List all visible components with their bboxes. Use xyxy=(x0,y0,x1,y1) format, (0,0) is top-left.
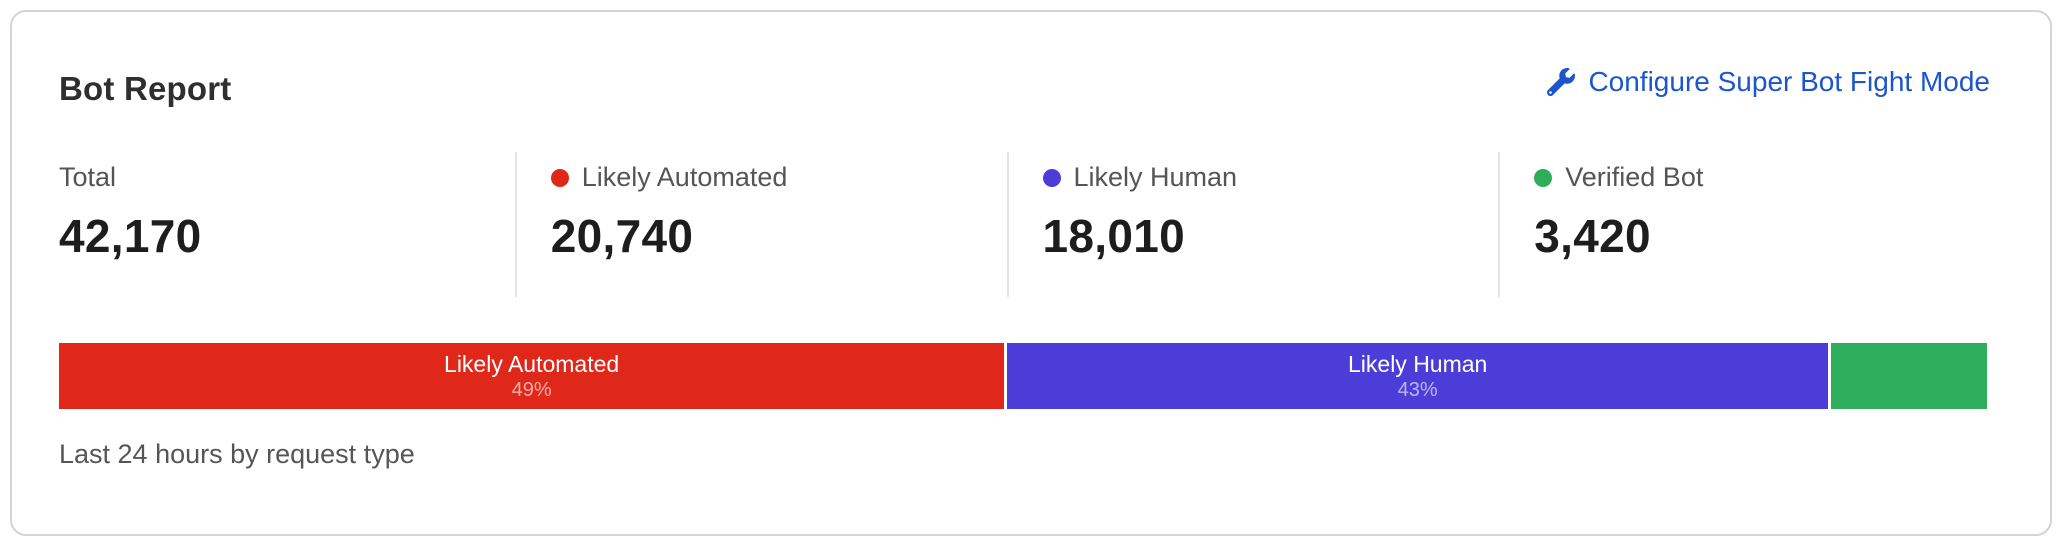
stat-label: Likely Human xyxy=(1073,162,1238,192)
bar-segment-percent: 49% xyxy=(511,379,552,401)
bar-segment-likely-human: Likely Human 43% xyxy=(1007,343,1829,409)
stat-label: Verified Bot xyxy=(1565,162,1704,192)
chart-caption: Last 24 hours by request type xyxy=(59,439,415,469)
page-title: Bot Report xyxy=(59,70,232,107)
stat-total: Total 42,170 xyxy=(59,152,515,297)
stat-likely-automated: Likely Automated 20,740 xyxy=(514,152,1007,297)
stat-likely-human: Likely Human 18,010 xyxy=(1006,152,1499,297)
wrench-icon xyxy=(1547,68,1576,96)
likely-automated-dot-icon xyxy=(550,168,569,187)
bar-segment-label: Likely Human xyxy=(1348,351,1488,377)
bar-segment-likely-automated: Likely Automated 49% xyxy=(59,343,1005,409)
stat-value: 20,740 xyxy=(550,210,694,262)
stat-value: 18,010 xyxy=(1042,210,1185,262)
configure-super-bot-fight-mode-link[interactable]: Configure Super Bot Fight Mode xyxy=(1547,66,1990,98)
stat-label: Likely Automated xyxy=(581,162,788,192)
bot-report-card: Bot Report Configure Super Bot Fight Mod… xyxy=(10,10,2052,536)
card-header: Bot Report Configure Super Bot Fight Mod… xyxy=(59,62,1990,108)
request-type-stacked-bar: Likely Automated 49% Likely Human 43% xyxy=(59,343,1987,409)
bar-segment-percent: 43% xyxy=(1397,379,1438,401)
bar-segment-verified-bot xyxy=(1831,343,1987,409)
stat-verified-bot: Verified Bot 3,420 xyxy=(1498,152,1990,297)
likely-human-dot-icon xyxy=(1042,168,1061,187)
stat-value: 42,170 xyxy=(59,210,202,262)
verified-bot-dot-icon xyxy=(1534,168,1553,187)
bar-segment-label: Likely Automated xyxy=(444,351,620,377)
stats-row: Total 42,170 Likely Automated 20,740 Lik… xyxy=(59,152,1990,297)
configure-link-label: Configure Super Bot Fight Mode xyxy=(1588,66,1990,97)
stat-value: 3,420 xyxy=(1534,210,1651,262)
stat-label: Total xyxy=(59,162,117,192)
